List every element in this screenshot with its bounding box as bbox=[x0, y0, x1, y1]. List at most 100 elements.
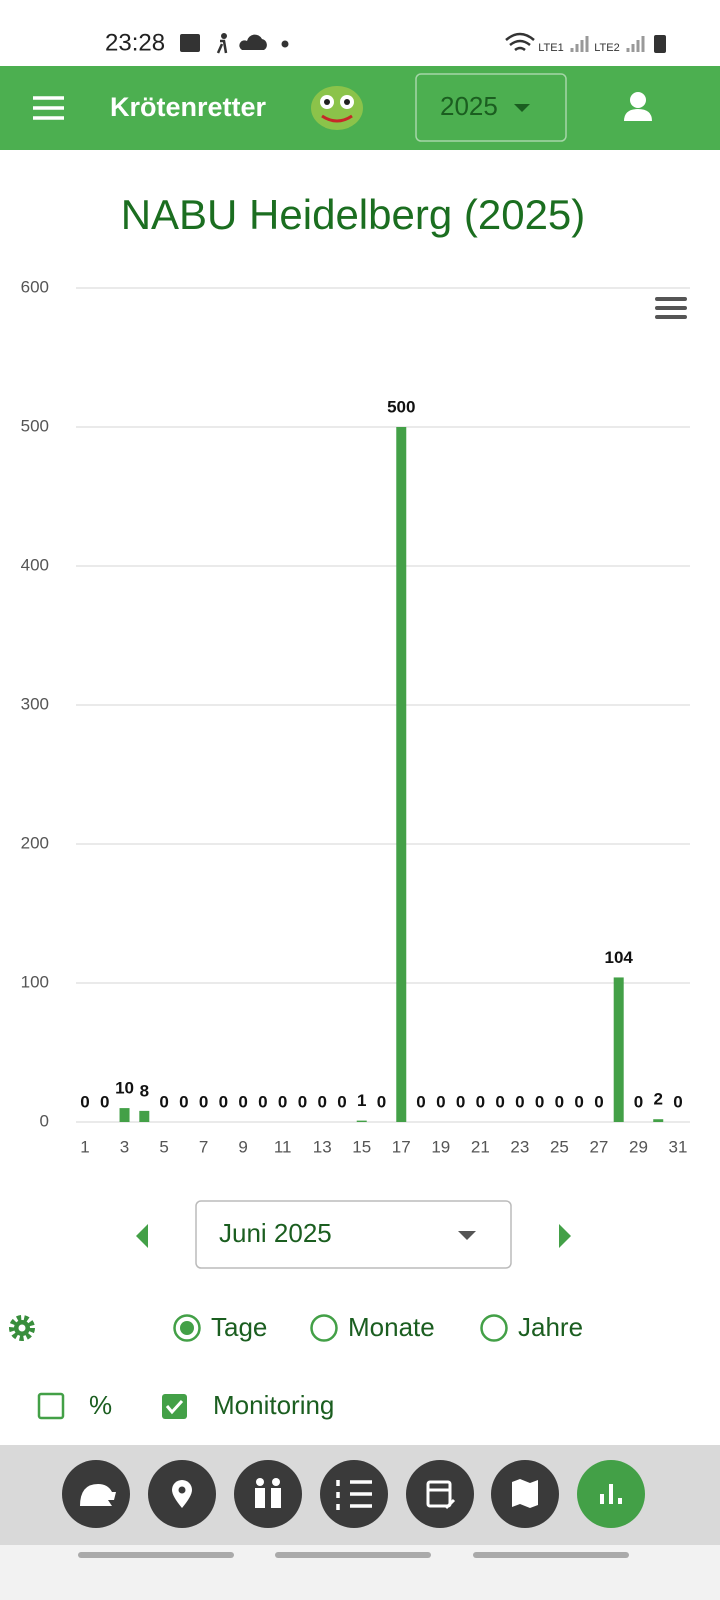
x-tick-label: 23 bbox=[510, 1137, 529, 1156]
chart-menu[interactable] bbox=[655, 297, 687, 319]
settings-button[interactable] bbox=[9, 1315, 35, 1341]
checkbox[interactable] bbox=[37, 1392, 65, 1420]
checkbox-label: % bbox=[89, 1390, 112, 1420]
x-tick-label: 13 bbox=[313, 1137, 332, 1156]
x-tick-label: 21 bbox=[471, 1137, 490, 1156]
data-label: 0 bbox=[278, 1092, 287, 1111]
x-tick-label: 29 bbox=[629, 1137, 648, 1156]
data-label: 0 bbox=[555, 1092, 564, 1111]
data-label: 0 bbox=[476, 1092, 485, 1111]
data-label: 0 bbox=[416, 1092, 425, 1111]
dropdown-arrow bbox=[514, 104, 530, 112]
battery-icon bbox=[654, 35, 666, 53]
data-label: 0 bbox=[100, 1092, 109, 1111]
app-title: Krötenretter bbox=[110, 92, 267, 122]
x-tick-label: 1 bbox=[80, 1137, 89, 1156]
dropdown-arrow bbox=[458, 1231, 476, 1240]
nav-toads[interactable] bbox=[62, 1460, 130, 1528]
bar bbox=[396, 427, 407, 1122]
x-tick-label: 9 bbox=[238, 1137, 247, 1156]
y-tick-label: 500 bbox=[21, 416, 49, 435]
x-tick-label: 17 bbox=[392, 1137, 411, 1156]
data-label: 0 bbox=[80, 1092, 89, 1111]
nav-statistics[interactable] bbox=[577, 1460, 645, 1528]
status-icon bbox=[221, 33, 227, 39]
data-label: 0 bbox=[337, 1092, 346, 1111]
data-label: 0 bbox=[238, 1092, 247, 1111]
status-icon bbox=[216, 39, 228, 54]
x-tick-label: 25 bbox=[550, 1137, 569, 1156]
data-label: 0 bbox=[456, 1092, 465, 1111]
x-tick-label: 31 bbox=[669, 1137, 688, 1156]
data-label: 0 bbox=[298, 1092, 307, 1111]
menu-button[interactable] bbox=[33, 96, 64, 120]
nav-list[interactable] bbox=[320, 1460, 388, 1528]
bar bbox=[613, 977, 624, 1122]
year-dropdown[interactable] bbox=[415, 73, 567, 142]
nav-locations[interactable] bbox=[148, 1460, 216, 1528]
nav-map[interactable] bbox=[491, 1460, 559, 1528]
data-label: 0 bbox=[634, 1092, 643, 1111]
signal-icon bbox=[570, 36, 589, 52]
data-label: 0 bbox=[377, 1092, 386, 1111]
checkbox[interactable] bbox=[162, 1394, 187, 1419]
data-label: 0 bbox=[515, 1092, 524, 1111]
data-label: 0 bbox=[673, 1092, 682, 1111]
sim-label: LTE1 bbox=[538, 42, 563, 54]
status-time: 23:28 bbox=[105, 29, 165, 56]
data-label: 0 bbox=[199, 1092, 208, 1111]
radio-label: Jahre bbox=[518, 1312, 583, 1342]
data-label: 1 bbox=[357, 1091, 366, 1110]
y-tick-label: 300 bbox=[21, 694, 49, 713]
y-tick-label: 200 bbox=[21, 833, 49, 852]
profile-button[interactable] bbox=[624, 92, 652, 121]
next-month[interactable] bbox=[559, 1224, 571, 1248]
y-tick-label: 100 bbox=[21, 972, 49, 991]
x-tick-label: 27 bbox=[589, 1137, 608, 1156]
year-value: 2025 bbox=[440, 91, 498, 121]
data-label: 0 bbox=[535, 1092, 544, 1111]
data-label: 0 bbox=[495, 1092, 504, 1111]
radio-button[interactable] bbox=[173, 1314, 201, 1342]
controls: Tage Monate Jahre% Monitoring bbox=[37, 1312, 583, 1420]
nav-calendar[interactable] bbox=[406, 1460, 474, 1528]
data-label: 8 bbox=[140, 1081, 149, 1100]
prev-month[interactable] bbox=[136, 1224, 148, 1248]
status-icon bbox=[239, 34, 267, 50]
y-tick-label: 600 bbox=[21, 277, 49, 296]
data-label: 0 bbox=[159, 1092, 168, 1111]
data-label: 2 bbox=[653, 1090, 662, 1109]
bar bbox=[139, 1110, 150, 1122]
system-nav-handle bbox=[78, 1552, 234, 1558]
x-tick-label: 15 bbox=[352, 1137, 371, 1156]
data-label: 500 bbox=[387, 397, 415, 416]
bar bbox=[653, 1119, 664, 1122]
x-tick-label: 11 bbox=[274, 1137, 292, 1156]
data-label: 0 bbox=[574, 1092, 583, 1111]
y-tick-label: 400 bbox=[21, 555, 49, 574]
data-label: 0 bbox=[179, 1092, 188, 1111]
radio-label: Tage bbox=[211, 1312, 267, 1342]
status-icon bbox=[180, 34, 200, 52]
app-logo bbox=[311, 86, 363, 130]
data-label: 0 bbox=[219, 1092, 228, 1111]
system-nav-handle bbox=[473, 1552, 629, 1558]
data-label: 104 bbox=[605, 948, 634, 967]
x-tick-label: 3 bbox=[120, 1137, 129, 1156]
radio-dot bbox=[180, 1321, 194, 1335]
radio-button[interactable] bbox=[310, 1314, 338, 1342]
data-label: 0 bbox=[436, 1092, 445, 1111]
sim-label: LTE2 bbox=[594, 42, 619, 54]
month-dropdown[interactable] bbox=[195, 1200, 512, 1269]
chart-title: NABU Heidelberg (2025) bbox=[121, 191, 586, 238]
bar bbox=[356, 1120, 367, 1122]
x-tick-label: 19 bbox=[431, 1137, 450, 1156]
y-tick-label: 0 bbox=[40, 1111, 49, 1130]
bar bbox=[119, 1108, 130, 1122]
wifi-icon bbox=[505, 32, 535, 52]
nav-people[interactable] bbox=[234, 1460, 302, 1528]
radio-button[interactable] bbox=[480, 1314, 508, 1342]
